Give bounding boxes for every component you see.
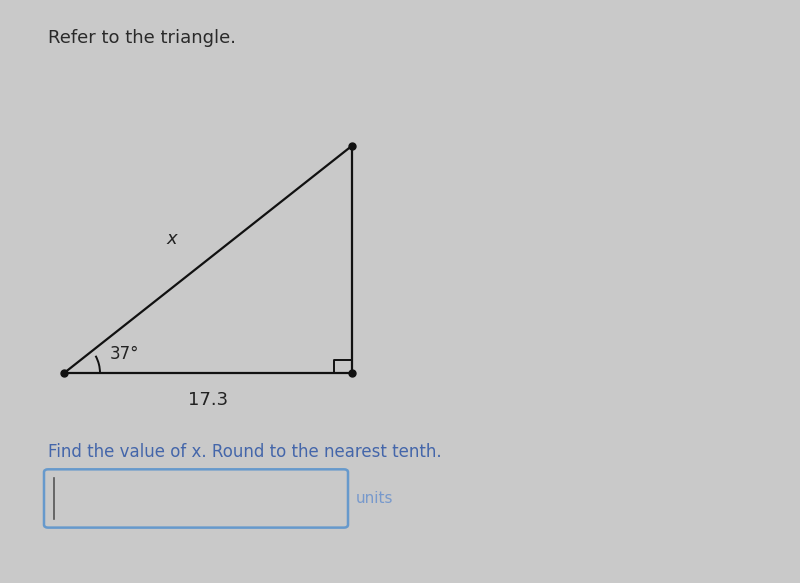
FancyBboxPatch shape — [44, 469, 348, 528]
Text: x: x — [166, 230, 178, 248]
Text: units: units — [356, 491, 394, 506]
Text: Refer to the triangle.: Refer to the triangle. — [48, 29, 236, 47]
Text: 17.3: 17.3 — [188, 391, 228, 409]
Text: Find the value of x. Round to the nearest tenth.: Find the value of x. Round to the neares… — [48, 443, 442, 461]
Text: 37°: 37° — [110, 345, 139, 363]
